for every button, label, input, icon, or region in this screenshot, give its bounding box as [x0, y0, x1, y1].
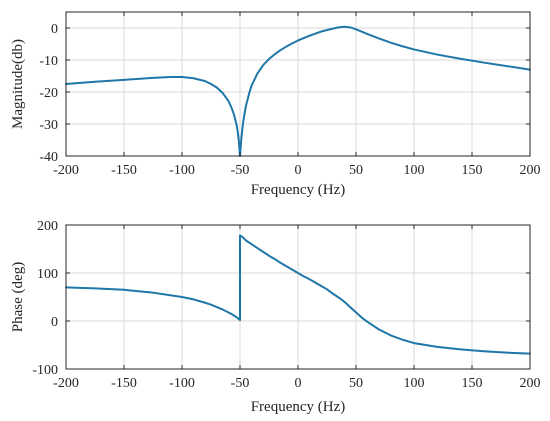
phase-x-tick-label: 0 [295, 376, 302, 391]
magnitude-curve [65, 25, 531, 157]
phase-x-tick-label: -100 [169, 376, 195, 391]
phase-x-tick-label: 200 [520, 376, 541, 391]
magnitude-x-axis-label: Frequency (Hz) [251, 182, 346, 198]
magnitude-y-axis-label: Magnitude(db) [10, 39, 26, 129]
phase-x-tick-label: 50 [349, 376, 363, 391]
magnitude-x-tick-label: -200 [53, 163, 79, 178]
phase-x-tick-label: -200 [53, 376, 79, 391]
phase-x-tick-label: 100 [404, 376, 425, 391]
magnitude-y-tick-label: -40 [39, 150, 58, 165]
phase-x-axis-label: Frequency (Hz) [251, 399, 346, 415]
magnitude-x-tick-label: -50 [231, 163, 250, 178]
phase-y-tick-label: 100 [37, 267, 58, 282]
magnitude-x-tick-label: -100 [169, 163, 195, 178]
phase-y-tick-label: 0 [51, 315, 58, 330]
phase-y-axis-label: Phase (deg) [10, 262, 26, 332]
magnitude-x-tick-label: 200 [520, 163, 541, 178]
magnitude-y-tick-label: -20 [39, 86, 58, 101]
phase-x-tick-label: 150 [462, 376, 483, 391]
magnitude-y-tick-label: -10 [39, 54, 58, 69]
phase-x-tick-label: -50 [231, 376, 250, 391]
magnitude-y-tick-label: -30 [39, 118, 58, 133]
phase-plot: -200 -150 -100 -50 0 50 100 150 200 200 100 0 -100 Fr… [10, 219, 541, 415]
magnitude-x-tick-label: 100 [404, 163, 425, 178]
magnitude-x-tick-label: 50 [349, 163, 363, 178]
phase-curve [65, 234, 531, 355]
magnitude-plot: -200 -150 -100 -50 0 50 100 150 200 0 -10 -20 -30 -40… [10, 11, 541, 198]
phase-y-tick-label: 200 [37, 219, 58, 234]
magnitude-y-tick-label: 0 [51, 22, 58, 37]
magnitude-x-tick-label: -150 [111, 163, 137, 178]
magnitude-x-tick-label: 0 [295, 163, 302, 178]
phase-x-tick-label: -150 [111, 376, 137, 391]
phase-y-tick-label: -100 [32, 363, 58, 378]
magnitude-x-tick-label: 150 [462, 163, 483, 178]
